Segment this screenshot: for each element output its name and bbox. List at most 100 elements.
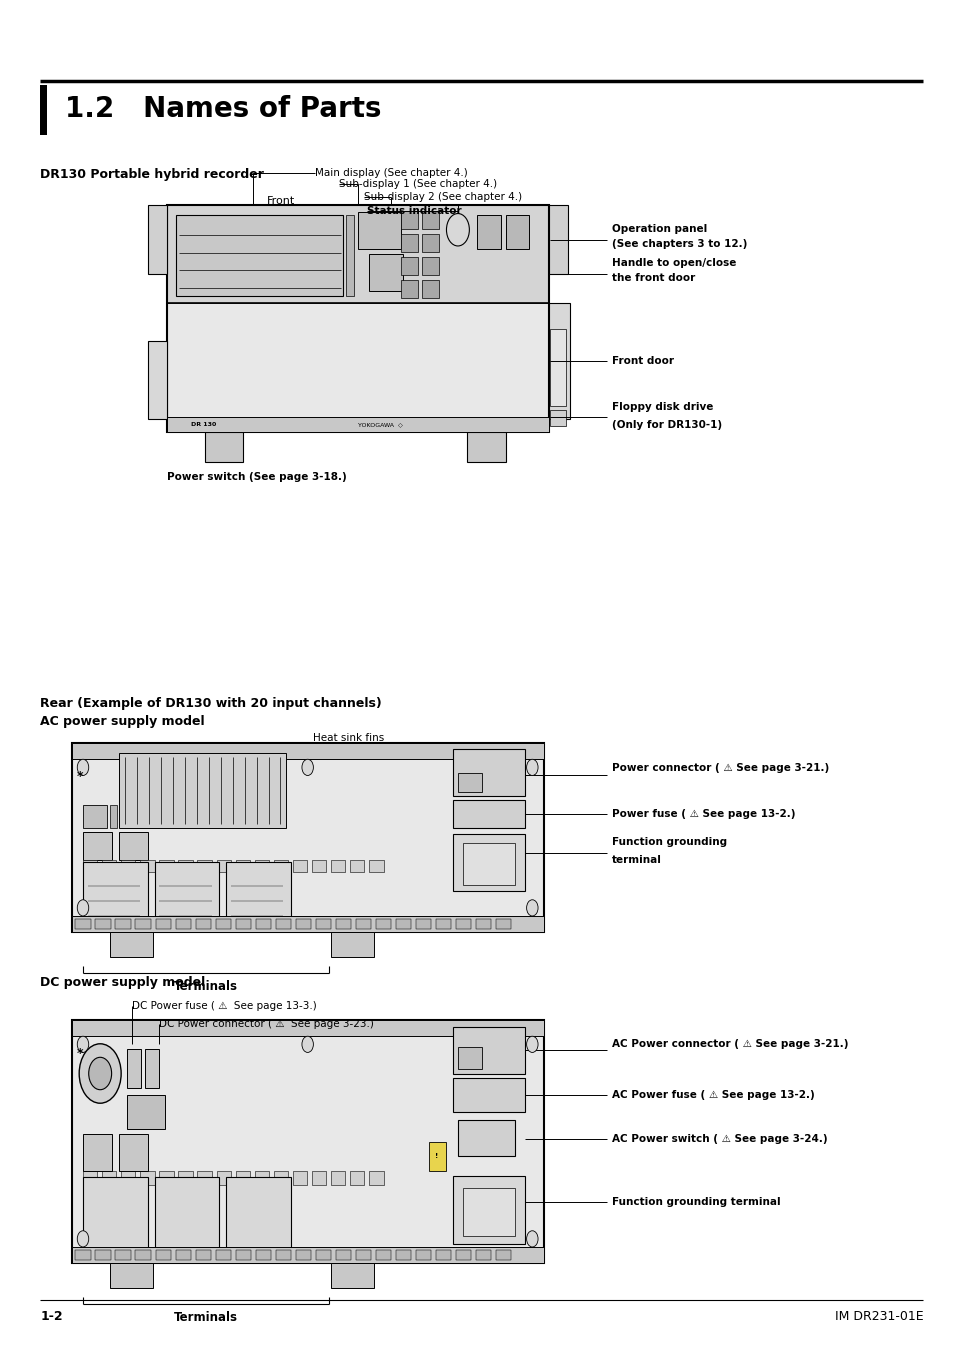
Bar: [226, 862, 291, 919]
Text: DR 130: DR 130: [191, 422, 215, 427]
Bar: [505, 215, 529, 250]
Bar: [315, 1250, 331, 1260]
Bar: [453, 834, 524, 890]
Bar: [216, 861, 231, 871]
Bar: [167, 417, 548, 432]
Bar: [295, 1250, 311, 1260]
Bar: [75, 919, 91, 929]
Bar: [215, 919, 231, 929]
Circle shape: [526, 1036, 537, 1052]
Bar: [95, 919, 111, 929]
Bar: [456, 919, 471, 929]
Bar: [135, 1250, 151, 1260]
Text: Sub-display 1 (See chapter 4.): Sub-display 1 (See chapter 4.): [338, 178, 497, 189]
Bar: [274, 861, 288, 871]
Bar: [395, 1250, 411, 1260]
Bar: [355, 1250, 371, 1260]
Bar: [453, 1175, 524, 1244]
Bar: [350, 1171, 364, 1185]
Text: AC power supply model: AC power supply model: [40, 715, 205, 728]
Bar: [331, 861, 345, 871]
Bar: [159, 1171, 173, 1185]
Text: DC Power fuse ( ⚠  See page 13-3.): DC Power fuse ( ⚠ See page 13-3.): [132, 1001, 316, 1012]
Bar: [295, 919, 311, 929]
Bar: [369, 254, 402, 292]
Bar: [83, 832, 112, 861]
Bar: [453, 1078, 524, 1112]
Bar: [127, 1096, 165, 1129]
Bar: [350, 861, 364, 871]
Bar: [195, 919, 211, 929]
Circle shape: [301, 759, 313, 775]
Bar: [121, 1171, 135, 1185]
Bar: [254, 861, 269, 871]
Text: DC power supply model: DC power supply model: [40, 975, 205, 989]
Text: YOKOGAWA  ◇: YOKOGAWA ◇: [357, 422, 402, 427]
Bar: [83, 805, 107, 828]
Bar: [83, 861, 97, 871]
Bar: [496, 1250, 511, 1260]
Bar: [155, 919, 171, 929]
Text: AC Power connector ( ⚠ See page 3-21.): AC Power connector ( ⚠ See page 3-21.): [611, 1039, 847, 1048]
Text: Rear (Example of DR130 with 20 input channels): Rear (Example of DR130 with 20 input cha…: [40, 697, 381, 711]
Bar: [315, 919, 331, 929]
Bar: [71, 1247, 543, 1263]
Text: !: !: [435, 1154, 438, 1159]
Bar: [457, 773, 481, 792]
Bar: [312, 1171, 326, 1185]
Bar: [119, 832, 148, 861]
Circle shape: [77, 1231, 89, 1247]
Bar: [335, 919, 351, 929]
Bar: [375, 919, 391, 929]
Text: *: *: [76, 1047, 83, 1061]
Bar: [550, 411, 565, 426]
Text: 1-2: 1-2: [40, 1310, 63, 1324]
Bar: [145, 1050, 159, 1088]
Bar: [369, 861, 383, 871]
Bar: [395, 919, 411, 929]
Bar: [416, 919, 431, 929]
Bar: [167, 205, 548, 303]
Bar: [83, 1171, 97, 1185]
Bar: [119, 1135, 148, 1171]
Bar: [421, 234, 438, 251]
Bar: [115, 1250, 131, 1260]
Bar: [453, 748, 524, 796]
Bar: [40, 85, 47, 135]
Circle shape: [526, 759, 537, 775]
Text: (See chapters 3 to 12.): (See chapters 3 to 12.): [611, 239, 746, 249]
Bar: [95, 1250, 111, 1260]
Bar: [400, 211, 417, 228]
Bar: [467, 432, 505, 462]
Bar: [235, 1171, 250, 1185]
Bar: [275, 919, 291, 929]
Text: Heat sink fins: Heat sink fins: [313, 732, 383, 743]
Bar: [83, 1177, 148, 1250]
Bar: [195, 1250, 211, 1260]
Text: Front: Front: [267, 196, 295, 205]
Bar: [346, 215, 354, 296]
Circle shape: [526, 1231, 537, 1247]
Text: (Only for DR130-1): (Only for DR130-1): [611, 420, 720, 430]
Text: the front door: the front door: [611, 273, 694, 282]
Bar: [476, 215, 500, 250]
Bar: [178, 1171, 193, 1185]
Bar: [154, 862, 219, 919]
Text: *: *: [76, 770, 83, 784]
Bar: [416, 1250, 431, 1260]
Bar: [205, 432, 243, 462]
Bar: [400, 257, 417, 274]
Bar: [369, 1171, 383, 1185]
Bar: [550, 328, 565, 407]
Circle shape: [301, 1036, 313, 1052]
Bar: [254, 1171, 269, 1185]
Bar: [476, 919, 491, 929]
Text: terminal: terminal: [611, 854, 660, 865]
Bar: [71, 916, 543, 932]
Bar: [135, 919, 151, 929]
Bar: [496, 919, 511, 929]
Bar: [335, 1250, 351, 1260]
Bar: [548, 303, 569, 419]
Bar: [216, 1171, 231, 1185]
Bar: [215, 1250, 231, 1260]
